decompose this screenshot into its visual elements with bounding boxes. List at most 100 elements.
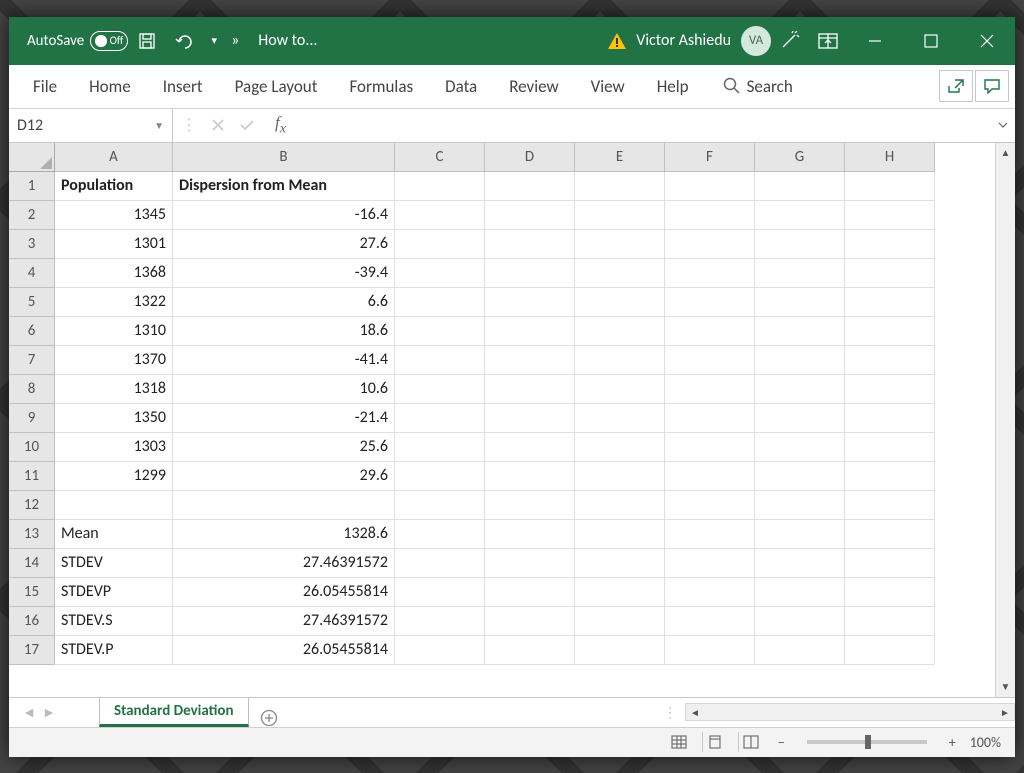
select-all-corner[interactable] — [9, 143, 55, 172]
cell[interactable] — [665, 346, 755, 375]
add-sheet-button[interactable] — [249, 709, 289, 727]
cell[interactable]: 1318 — [55, 375, 173, 404]
tab-review[interactable]: Review — [495, 68, 572, 105]
cell[interactable]: 29.6 — [173, 462, 395, 491]
cell[interactable] — [665, 462, 755, 491]
cell[interactable] — [845, 375, 935, 404]
cell[interactable]: 27.6 — [173, 230, 395, 259]
cell[interactable] — [485, 375, 575, 404]
cell[interactable] — [485, 520, 575, 549]
cell[interactable] — [575, 288, 665, 317]
row-header[interactable]: 5 — [9, 288, 55, 317]
cell[interactable]: 10.6 — [173, 375, 395, 404]
tab-help[interactable]: Help — [643, 68, 703, 105]
cell[interactable] — [755, 607, 845, 636]
cell[interactable]: Mean — [55, 520, 173, 549]
cell-grid[interactable]: ABCDEFGH1PopulationDispersion from Mean2… — [9, 143, 995, 697]
warning-icon[interactable] — [598, 17, 636, 65]
cell[interactable] — [845, 317, 935, 346]
cell[interactable] — [395, 317, 485, 346]
cell[interactable] — [845, 578, 935, 607]
cell[interactable] — [395, 578, 485, 607]
tab-view[interactable]: View — [577, 68, 639, 105]
zoom-level[interactable]: 100% — [970, 734, 1001, 751]
cell[interactable] — [395, 346, 485, 375]
cell[interactable] — [575, 462, 665, 491]
tab-page-layout[interactable]: Page Layout — [221, 68, 332, 105]
cell[interactable] — [845, 491, 935, 520]
row-header[interactable]: 12 — [9, 491, 55, 520]
cell[interactable] — [485, 549, 575, 578]
row-header[interactable]: 16 — [9, 607, 55, 636]
cell[interactable]: 18.6 — [173, 317, 395, 346]
cell[interactable]: 1301 — [55, 230, 173, 259]
tab-data[interactable]: Data — [431, 68, 491, 105]
quick-help-button[interactable] — [771, 17, 809, 65]
qat-overflow[interactable]: » — [224, 17, 246, 65]
row-header[interactable]: 8 — [9, 375, 55, 404]
cell[interactable]: 25.6 — [173, 433, 395, 462]
save-button[interactable] — [128, 17, 166, 65]
cell[interactable] — [575, 317, 665, 346]
cell[interactable] — [665, 607, 755, 636]
cell[interactable] — [485, 230, 575, 259]
cell[interactable] — [575, 375, 665, 404]
cell[interactable] — [845, 462, 935, 491]
cell[interactable] — [755, 578, 845, 607]
cell[interactable]: 1350 — [55, 404, 173, 433]
cell[interactable] — [755, 317, 845, 346]
enter-formula-button[interactable] — [239, 118, 255, 132]
cell[interactable]: 1303 — [55, 433, 173, 462]
cell[interactable] — [755, 259, 845, 288]
cell[interactable]: STDEV — [55, 549, 173, 578]
autosave-switch[interactable]: Off — [90, 31, 128, 51]
cell[interactable] — [395, 201, 485, 230]
cell[interactable] — [755, 201, 845, 230]
cell[interactable] — [665, 578, 755, 607]
row-header[interactable]: 11 — [9, 462, 55, 491]
cell[interactable]: -39.4 — [173, 259, 395, 288]
row-header[interactable]: 3 — [9, 230, 55, 259]
zoom-out-button[interactable]: − — [774, 734, 789, 751]
cell[interactable] — [665, 433, 755, 462]
user-account[interactable]: Victor Ashiedu VA — [636, 26, 771, 56]
scroll-right-button[interactable]: ► — [996, 706, 1014, 719]
cell[interactable] — [665, 520, 755, 549]
cell[interactable] — [755, 346, 845, 375]
zoom-slider-knob[interactable] — [865, 735, 871, 749]
cell[interactable]: 1328.6 — [173, 520, 395, 549]
cell[interactable] — [665, 259, 755, 288]
column-header[interactable]: F — [665, 143, 755, 172]
cell[interactable] — [665, 317, 755, 346]
cell[interactable] — [485, 578, 575, 607]
cell[interactable] — [575, 404, 665, 433]
sheet-nav-prev[interactable]: ◄ — [19, 704, 39, 721]
cell[interactable] — [755, 549, 845, 578]
cell[interactable] — [485, 201, 575, 230]
column-header[interactable]: A — [55, 143, 173, 172]
tab-formulas[interactable]: Formulas — [335, 68, 427, 105]
cell[interactable] — [845, 520, 935, 549]
cell[interactable] — [755, 520, 845, 549]
cell[interactable] — [575, 549, 665, 578]
cell[interactable] — [845, 404, 935, 433]
tab-home[interactable]: Home — [75, 68, 145, 105]
comments-button[interactable] — [975, 70, 1009, 102]
cell[interactable]: -21.4 — [173, 404, 395, 433]
scroll-down-button[interactable]: ▼ — [996, 677, 1015, 697]
row-header[interactable]: 10 — [9, 433, 55, 462]
cell[interactable] — [395, 404, 485, 433]
view-page-break-button[interactable] — [738, 732, 764, 752]
undo-button[interactable] — [166, 17, 204, 65]
fx-button[interactable]: fx — [269, 113, 292, 137]
cell[interactable]: 1299 — [55, 462, 173, 491]
cell[interactable]: 27.46391572 — [173, 549, 395, 578]
sheet-nav-next[interactable]: ► — [39, 704, 59, 721]
cell[interactable] — [395, 491, 485, 520]
column-header[interactable]: E — [575, 143, 665, 172]
name-box-dropdown[interactable]: ▼ — [154, 119, 164, 132]
scroll-grip[interactable]: ⋮ — [655, 704, 685, 721]
name-box[interactable]: D12 ▼ — [9, 109, 173, 142]
cell[interactable] — [485, 317, 575, 346]
cell[interactable]: 27.46391572 — [173, 607, 395, 636]
